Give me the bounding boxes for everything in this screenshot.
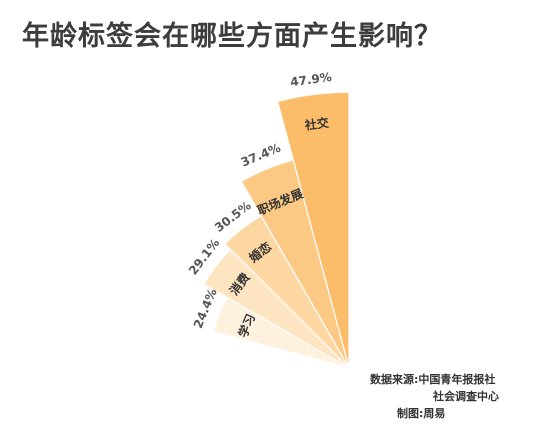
source-line-3: 制图:周易 bbox=[397, 407, 446, 420]
fan-sector-3 bbox=[223, 215, 350, 369]
chart-title: 年龄标签会在哪些方面产生影响？ bbox=[22, 21, 442, 52]
fan-sector-5 bbox=[212, 296, 350, 369]
source-line-2: 社会调查中心 bbox=[433, 390, 499, 403]
value-label-1: 47.9% bbox=[289, 70, 332, 89]
fan-sector-2 bbox=[240, 159, 350, 369]
fan-sector-1 bbox=[276, 91, 350, 369]
category-label-1: 社交 bbox=[303, 115, 330, 133]
source-line-1: 数据来源:中国青年报报社 bbox=[370, 373, 496, 386]
fan-sector-4 bbox=[202, 248, 350, 369]
